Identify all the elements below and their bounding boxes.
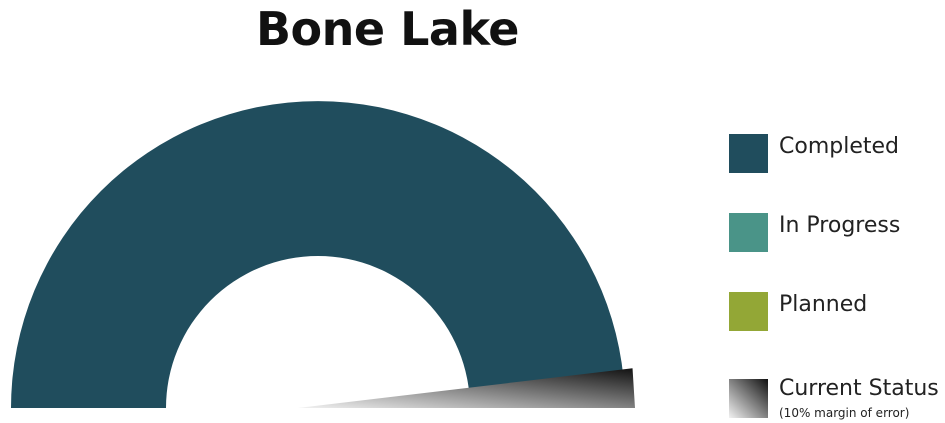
chart-title: Bone Lake xyxy=(255,2,520,56)
legend-item-current-status: Current Status (10% margin of error) xyxy=(729,376,944,420)
legend-label-planned: Planned xyxy=(779,292,868,317)
gauge-segment-completed xyxy=(11,101,625,408)
legend-item-in-progress: In Progress xyxy=(729,213,944,253)
legend-swatch-in-progress xyxy=(729,213,768,252)
legend-label-current-status: Current Status xyxy=(779,376,939,401)
legend-note-current-status: (10% margin of error) xyxy=(779,406,910,420)
legend-item-planned: Planned xyxy=(729,292,944,332)
legend-label-completed: Completed xyxy=(779,134,899,159)
legend-item-completed: Completed xyxy=(729,134,944,174)
legend-swatch-current-status xyxy=(729,379,768,418)
legend-label-in-progress: In Progress xyxy=(779,213,901,238)
legend-swatch-planned xyxy=(729,292,768,331)
legend-swatch-completed xyxy=(729,134,768,173)
gauge-current-status-wedge xyxy=(298,368,635,408)
